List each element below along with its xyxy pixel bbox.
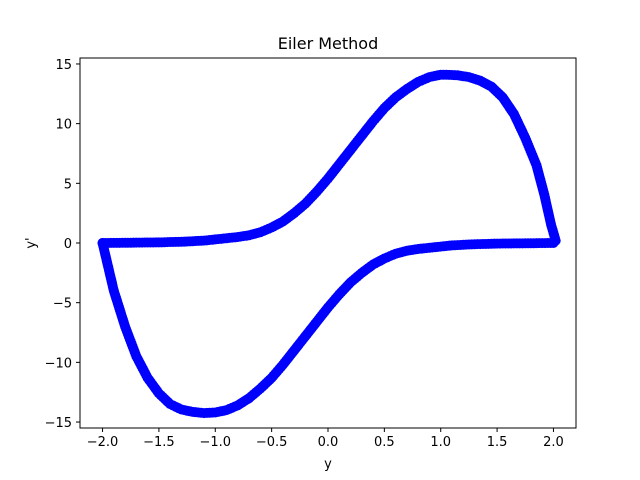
x-tick-label: −0.5 xyxy=(256,435,288,450)
x-tick-label: 1.0 xyxy=(430,435,451,450)
y-axis-label: y' xyxy=(24,237,39,248)
x-tick-label: −1.0 xyxy=(199,435,231,450)
y-tick-label: −10 xyxy=(45,356,72,371)
y-axis-ticks: −15 −10 −5 0 5 10 15 xyxy=(45,58,80,431)
x-tick-label: 2.0 xyxy=(543,435,564,450)
x-tick-label: −1.5 xyxy=(143,435,175,450)
marker-layer xyxy=(97,69,561,419)
plot-area xyxy=(79,57,577,429)
x-tick-label: 0.5 xyxy=(374,435,395,450)
x-axis-ticks: −2.0 −1.5 −1.0 −0.5 0.0 0.5 1.0 1.5 2.0 xyxy=(87,428,564,450)
x-tick-label: 0.0 xyxy=(318,435,339,450)
y-tick-label: −5 xyxy=(53,297,72,312)
y-tick-label: 5 xyxy=(64,177,72,192)
y-tick-label: 0 xyxy=(64,237,72,252)
y-tick-label: 10 xyxy=(55,118,72,133)
y-tick-label: −15 xyxy=(45,416,72,431)
x-tick-label: 1.5 xyxy=(487,435,508,450)
data-point xyxy=(97,238,108,248)
x-tick-label: −2.0 xyxy=(87,435,119,450)
y-tick-label: 15 xyxy=(55,58,72,73)
chart-title: Eiler Method xyxy=(278,34,379,53)
x-axis-label: y xyxy=(324,457,332,472)
